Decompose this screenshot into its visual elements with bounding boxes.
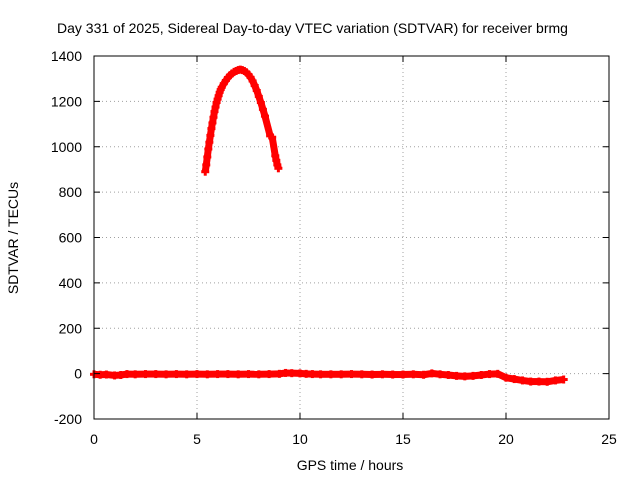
y-tick-label: 800 [59, 184, 83, 200]
data-band [222, 75, 231, 83]
data-band [243, 69, 252, 77]
data-band [423, 369, 433, 379]
data-band [201, 164, 210, 173]
data-band [215, 91, 224, 97]
data-band [272, 159, 281, 166]
data-band [249, 79, 258, 87]
data-band [202, 156, 211, 166]
data-band [206, 128, 215, 136]
data-band [210, 110, 218, 118]
data-band [242, 68, 249, 76]
data-band [227, 70, 235, 78]
data-band [268, 132, 275, 141]
data-band [268, 136, 279, 157]
data-band [505, 374, 515, 383]
data-band [513, 375, 524, 384]
data-band [204, 141, 213, 150]
plot-frame [93, 55, 610, 420]
data-band [472, 371, 482, 380]
data-band [205, 134, 214, 143]
data-band [253, 89, 263, 98]
data-points [90, 65, 568, 386]
data-band [214, 94, 222, 101]
data-band [251, 84, 260, 92]
data-band [220, 78, 229, 86]
data-band [496, 370, 508, 381]
data-band [234, 66, 240, 75]
x-tick-label: 10 [292, 431, 308, 447]
data-band [555, 376, 565, 384]
x-tick-label: 15 [395, 431, 411, 447]
grid [94, 56, 609, 419]
x-axis-title: GPS time / hours [297, 457, 404, 473]
y-tick-label: 1200 [51, 93, 82, 109]
data-band [273, 163, 282, 170]
data-band [232, 67, 238, 76]
y-tick-label: 400 [59, 275, 83, 291]
data-band [259, 108, 269, 118]
y-tick-label: 200 [59, 320, 83, 336]
data-band [209, 116, 217, 124]
y-tick-label: 1400 [51, 48, 82, 64]
data-band [212, 101, 220, 108]
axis-ticks: 0 5 10 15 20 25 -200 0 200 400 600 800 1000 1200 1400 [51, 48, 617, 447]
data-band [207, 122, 216, 130]
data-band [211, 106, 219, 113]
data-band [257, 101, 267, 111]
data-band [447, 371, 457, 380]
chart-title: Day 331 of 2025, Sidereal Day-to-day VTE… [57, 20, 568, 36]
data-band [217, 85, 225, 92]
data-band [522, 376, 532, 386]
data-band [439, 370, 449, 379]
y-tick-label: 600 [59, 230, 83, 246]
data-band [255, 95, 265, 104]
data-band [278, 369, 287, 378]
data-band [245, 72, 254, 80]
y-tick-label: 1000 [51, 139, 82, 155]
data-band [225, 72, 233, 80]
data-band [213, 98, 221, 104]
data-band [229, 69, 237, 77]
data-band [271, 155, 280, 162]
data-band [203, 148, 212, 158]
data-band [218, 81, 227, 90]
data-band [261, 115, 274, 137]
data-band [546, 376, 557, 386]
data-band [480, 370, 490, 379]
x-tick-label: 20 [498, 431, 514, 447]
y-axis-title: SDTVAR / TECUs [5, 182, 21, 294]
x-tick-label: 0 [90, 431, 98, 447]
y-tick-label: -200 [54, 411, 82, 427]
data-band [240, 66, 246, 75]
x-tick-label: 25 [601, 431, 617, 447]
data-band [105, 371, 115, 379]
data-band [431, 369, 441, 378]
x-tick-label: 5 [193, 431, 201, 447]
data-band [247, 75, 256, 83]
data-band [216, 88, 224, 94]
data-band [120, 370, 128, 379]
y-tick-label: 0 [74, 366, 82, 382]
